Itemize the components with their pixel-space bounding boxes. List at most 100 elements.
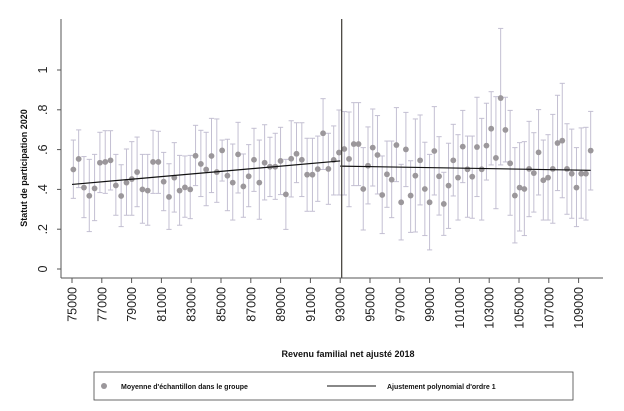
error-bar bbox=[341, 111, 347, 196]
data-point bbox=[277, 158, 284, 164]
data-point bbox=[440, 201, 447, 207]
data-point bbox=[587, 147, 594, 154]
data-point bbox=[564, 166, 570, 172]
data-point bbox=[554, 140, 561, 146]
x-axis-title: Revenu familial net ajusté 2018 bbox=[281, 349, 414, 359]
data-point bbox=[102, 159, 109, 165]
data-point bbox=[75, 156, 82, 162]
data-point bbox=[86, 192, 93, 199]
data-point bbox=[497, 95, 504, 101]
y-tick-label: .6 bbox=[36, 144, 50, 154]
data-point bbox=[208, 153, 215, 159]
data-point bbox=[298, 156, 305, 163]
data-point bbox=[251, 156, 257, 163]
data-point bbox=[171, 174, 178, 181]
error-bar bbox=[214, 118, 220, 203]
error-bar bbox=[256, 139, 262, 220]
legend-label-fit: Ajustement polynomial d'ordre 1 bbox=[387, 384, 496, 391]
data-point bbox=[134, 169, 140, 175]
data-point bbox=[530, 170, 537, 176]
y-tick-label: 1 bbox=[36, 66, 50, 73]
data-point bbox=[304, 171, 311, 178]
data-point bbox=[107, 157, 114, 164]
data-point bbox=[282, 191, 289, 198]
data-point bbox=[341, 146, 348, 152]
x-axis-ticks: 75000 77000 79000 81000 83000 85000 87000 89000… bbox=[66, 278, 586, 329]
y-axis-title: Statut de participation 2020 bbox=[19, 109, 29, 227]
legend: Moyenne d'échantillon dans le groupe Aju… bbox=[93, 371, 574, 401]
data-point bbox=[374, 152, 381, 158]
data-point bbox=[261, 159, 268, 166]
x-tick-label: 77000 bbox=[95, 287, 109, 322]
error-bars bbox=[70, 27, 594, 251]
data-point bbox=[118, 193, 125, 199]
data-point bbox=[365, 162, 371, 169]
data-point bbox=[568, 170, 575, 177]
data-point bbox=[483, 142, 490, 149]
data-point bbox=[192, 152, 199, 159]
x-tick-label: 91000 bbox=[304, 287, 318, 322]
x-tick-label: 109000 bbox=[572, 287, 586, 329]
x-tick-label: 103000 bbox=[483, 287, 497, 329]
x-tick-label: 105000 bbox=[513, 287, 527, 329]
data-point bbox=[445, 182, 452, 189]
data-point bbox=[559, 137, 566, 144]
x-tick-label: 101000 bbox=[453, 287, 467, 329]
y-tick-label: 0 bbox=[36, 265, 50, 272]
data-point bbox=[436, 173, 442, 180]
data-point bbox=[350, 141, 357, 147]
data-point bbox=[123, 179, 130, 186]
data-point bbox=[81, 184, 87, 191]
data-point bbox=[516, 184, 523, 191]
data-point bbox=[535, 149, 542, 156]
data-point bbox=[469, 173, 476, 180]
axes bbox=[60, 19, 603, 279]
data-point bbox=[309, 171, 316, 178]
data-point bbox=[521, 186, 528, 192]
x-tick-label: 99000 bbox=[423, 287, 437, 322]
data-point bbox=[583, 170, 589, 177]
data-point bbox=[549, 166, 556, 172]
data-point bbox=[144, 187, 151, 194]
error-bar bbox=[235, 121, 241, 194]
data-point bbox=[450, 157, 457, 164]
data-point bbox=[320, 130, 326, 137]
x-tick-label: 75000 bbox=[66, 287, 80, 322]
data-point bbox=[545, 174, 551, 181]
data-point bbox=[325, 166, 332, 172]
data-point bbox=[407, 192, 414, 199]
data-point bbox=[70, 166, 77, 173]
data-point bbox=[488, 125, 495, 132]
x-tick-label: 83000 bbox=[185, 287, 199, 322]
error-bar bbox=[483, 102, 490, 181]
data-point bbox=[384, 171, 390, 178]
data-point bbox=[224, 172, 231, 179]
data-point bbox=[379, 192, 386, 198]
data-point bbox=[182, 184, 188, 191]
y-tick-label: .2 bbox=[36, 224, 50, 234]
x-tick-label: 85000 bbox=[215, 287, 229, 322]
data-point bbox=[417, 157, 424, 164]
sample-mean-points bbox=[70, 95, 594, 207]
data-point bbox=[502, 126, 509, 133]
x-tick-label: 95000 bbox=[364, 287, 378, 322]
data-point bbox=[355, 141, 362, 147]
y-axis-ticks: 0 .2 .4 .6 .8 1 bbox=[36, 66, 61, 272]
error-bar bbox=[219, 139, 225, 182]
data-point bbox=[256, 179, 263, 186]
data-point bbox=[573, 184, 580, 191]
data-point bbox=[155, 159, 162, 165]
data-point bbox=[464, 166, 471, 173]
y-tick-label: .8 bbox=[36, 105, 50, 115]
data-point bbox=[578, 170, 585, 177]
data-point bbox=[176, 187, 183, 194]
data-point bbox=[369, 144, 376, 151]
data-point bbox=[393, 142, 400, 148]
data-point bbox=[346, 156, 352, 162]
data-point bbox=[245, 173, 252, 180]
data-point bbox=[360, 186, 367, 192]
data-point bbox=[478, 166, 485, 173]
legend-label-points: Moyenne d'échantillon dans le groupe bbox=[121, 384, 248, 391]
x-tick-label: 81000 bbox=[155, 287, 169, 322]
